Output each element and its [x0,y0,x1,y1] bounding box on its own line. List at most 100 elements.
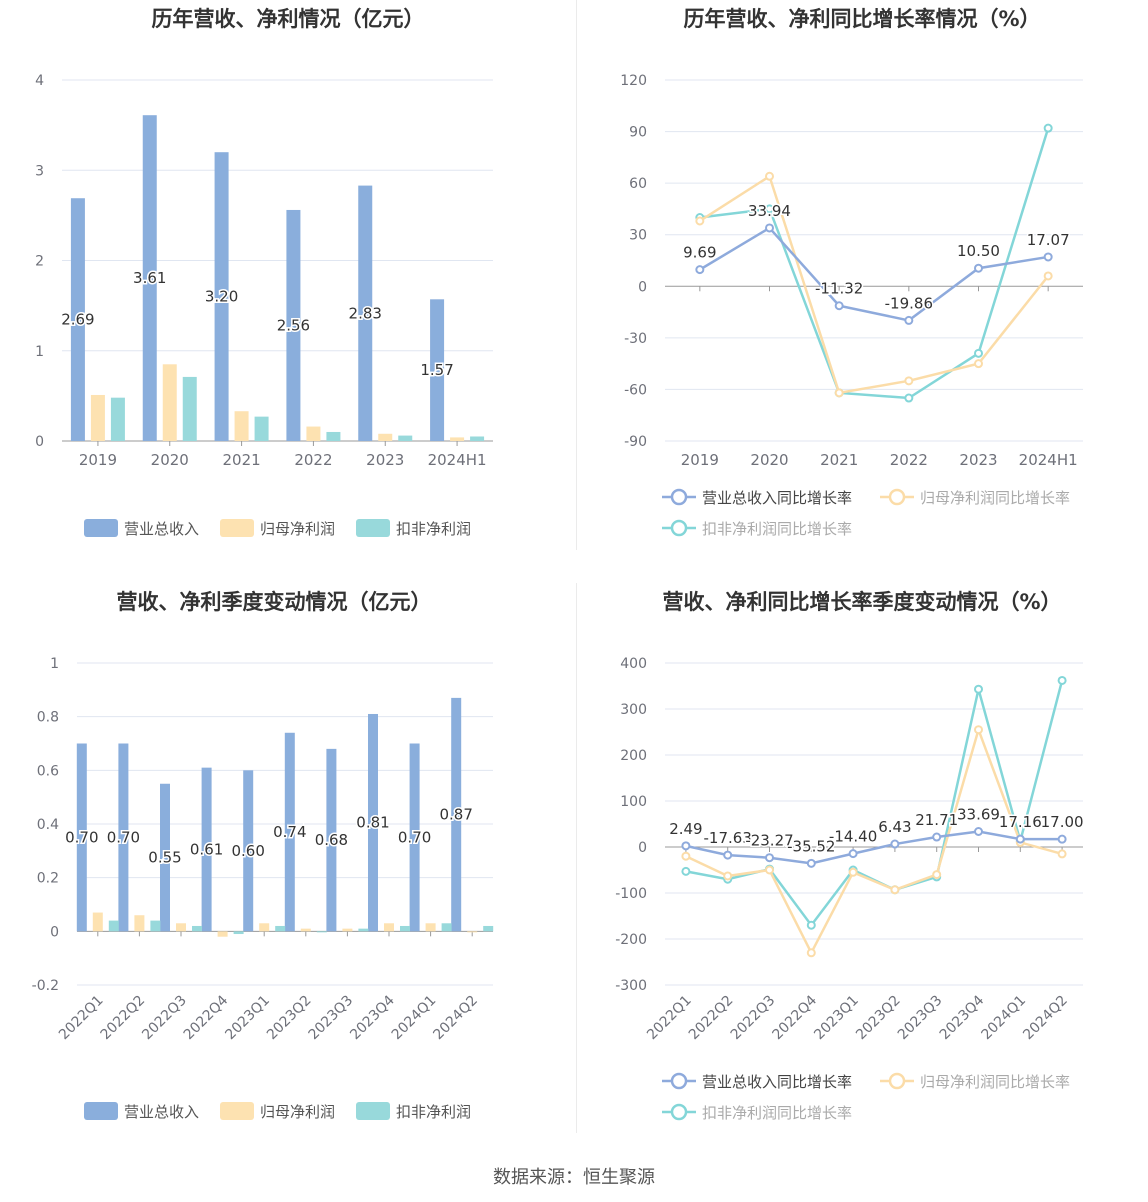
y-tick-label: 0.2 [37,871,59,887]
y-tick-label: 0 [35,434,44,450]
legend-label: 扣非净利润 [396,520,471,538]
series-point [806,920,816,930]
y-tick-label: 4 [35,73,44,89]
legend-label: 归母净利润同比增长率 [920,489,1070,507]
series-point [974,348,983,358]
bar-value-label: 1.57 [420,361,453,379]
y-tick-label: 0 [50,924,59,940]
legend-marker [670,519,688,537]
bar-revenue [326,748,337,932]
bar-deducted-net-profit [470,436,485,441]
x-tick-label: 2024H1 [1019,451,1078,469]
y-tick-label: 0 [638,840,647,856]
y-tick-label: 30 [629,228,647,244]
x-tick-label: 2023 [959,451,997,469]
bar-revenue [286,209,301,441]
y-tick-label: -90 [624,434,647,450]
x-tick-label: 2023Q3 [306,993,357,1044]
bar-revenue [118,743,129,932]
annual-revenue-profit-chart: 历年营收、净利情况（亿元） 0 1 2 3 4 2019 2020 2021 2022 2023 20… [0,0,574,580]
point-value-label: 21.71 [915,811,958,829]
data-source-note: 数据来源：恒生聚源 [493,1167,655,1188]
y-tick-label: -300 [615,978,647,994]
bar-deducted-net-profit [192,925,202,932]
divider-top [576,0,577,550]
bar-parent-net-profit [378,433,393,441]
chart-title: 营收、净利季度变动情况（亿元） [117,590,432,614]
bar-revenue [214,152,229,441]
bar-parent-net-profit [384,923,394,932]
series-point [890,885,900,895]
bar-deducted-net-profit [400,925,410,932]
bar-revenue [243,770,254,932]
x-tick-label: 2023Q4 [937,992,988,1043]
point-value-label: 2.49 [669,820,702,838]
series-point [932,832,942,842]
legend-label: 归母净利润 [260,520,335,538]
bar-revenue [70,198,85,441]
bar-value-label: 2.56 [277,316,310,334]
legend-label: 归母净利润同比增长率 [920,1073,1070,1091]
legend-swatch [220,519,254,537]
series-point [904,376,914,386]
series-point [765,204,774,214]
legend-swatch [84,1102,118,1120]
x-tick-label: 2020 [750,451,788,469]
series-point [904,393,914,403]
quarterly-growth-rate-chart: 营收、净利同比增长率季度变动情况（%） -300 -200 -100 0 100 200 30… [574,583,1148,1163]
point-value-label: -17.63 [704,829,752,847]
bar-deducted-net-profit [110,397,125,441]
x-tick-label: 2023Q3 [895,993,946,1044]
y-tick-label: -200 [615,932,647,948]
bar-revenue [358,185,373,441]
x-tick-label: 2022Q1 [56,993,107,1044]
series-line-parent-np-growth [685,725,1063,956]
y-tick-label: 2 [35,254,44,270]
series-point [1043,123,1053,133]
series-point [834,301,844,311]
bar-deducted-net-profit [275,925,286,932]
bar-parent-net-profit [134,915,145,932]
bar-parent-net-profit [176,923,186,932]
y-tick-label: 120 [620,73,647,89]
bar-deducted-net-profit [316,931,327,933]
legend-label: 归母净利润 [260,1103,335,1121]
x-tick-label: 2022 [294,451,332,469]
point-value-label: 33.69 [957,806,1000,824]
x-tick-label: 2023Q2 [853,993,904,1044]
legend-label: 扣非净利润同比增长率 [702,1104,852,1122]
bar-deducted-net-profit [398,435,413,441]
y-tick-label: 60 [629,176,647,192]
x-tick-label: 2024Q1 [979,993,1030,1044]
x-tick-label: 2022Q4 [770,992,821,1043]
legend-label: 营业总收入同比增长率 [702,489,852,507]
series-point [848,867,858,877]
point-value-label: 17.07 [1027,231,1070,249]
annual-growth-rate-svg: 历年营收、净利同比增长率情况（%） -90 -60 -30 0 30 60 90 120 2019… [620,7,1083,538]
bar-value-label: 2.83 [349,304,382,322]
x-tick-label: 2022Q4 [181,992,232,1043]
legend-marker [888,488,906,506]
quarterly-growth-rate-svg: 营收、净利同比增长率季度变动情况（%） -300 -200 -100 0 100 200 30… [615,590,1085,1122]
x-tick-label: 2020 [151,451,189,469]
bar-value-label: 0.81 [356,814,389,832]
bar-deducted-net-profit [150,920,161,932]
x-tick-label: 2022Q1 [644,993,695,1044]
series-point [834,388,844,398]
x-tick-label: 2023 [366,451,404,469]
point-value-label: -11.32 [815,280,863,298]
bar-revenue [409,743,420,932]
bar-deducted-net-profit [358,928,369,932]
x-tick-label: 2024Q2 [1020,993,1071,1044]
point-value-label: 6.43 [878,818,911,836]
y-tick-label: 0.6 [37,763,59,779]
series-point [1057,849,1067,859]
point-value-label: 33.94 [748,202,791,220]
bar-deducted-net-profit [254,416,269,441]
series-point [1043,271,1053,281]
bar-revenue [160,783,170,932]
series-point [765,171,774,181]
legend-label: 扣非净利润 [396,1103,471,1121]
series-point [765,865,774,875]
chart-title: 营收、净利同比增长率季度变动情况（%） [662,590,1061,614]
